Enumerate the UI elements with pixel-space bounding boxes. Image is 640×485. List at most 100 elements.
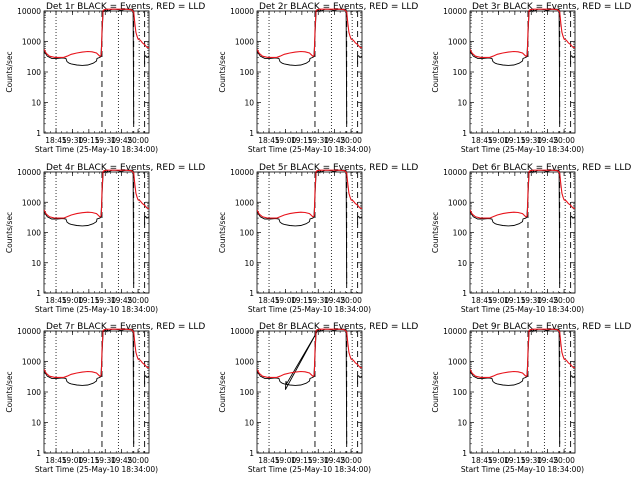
x-tick-label: 19:00 [62, 296, 84, 305]
x-tick-label: 19:30 [307, 136, 329, 145]
x-tick-label: 20:00 [127, 136, 149, 145]
x-tick-label: 19:45 [324, 296, 346, 305]
lld-line [44, 8, 149, 58]
y-tick-label: 100 [453, 229, 468, 238]
x-tick-label: 20:00 [127, 296, 149, 305]
events-tail-line [144, 375, 149, 385]
y-tick-label: 100 [453, 388, 468, 397]
x-tick-label: 19:15 [78, 136, 100, 145]
panel-title: Det 5r BLACK = Events, RED = LLD [259, 163, 418, 173]
x-tick-label: 19:30 [520, 136, 542, 145]
panel-title: Det 8r BLACK = Events, RED = LLD [259, 322, 418, 332]
x-tick-label: 19:15 [504, 136, 526, 145]
x-axis-label: Start Time (25-May-10 18:34:00) [35, 465, 158, 474]
y-tick-label: 1 [249, 449, 254, 458]
y-tick-label: 1 [462, 449, 467, 458]
events-line [470, 8, 561, 124]
panel-det-9: Det 9r BLACK = Events, RED = LLD 1 10 100 10… [431, 322, 631, 474]
panel-title: Det 9r BLACK = Events, RED = LLD [472, 322, 631, 332]
x-tick-label: 18:45 [45, 136, 67, 145]
x-tick-label: 19:00 [62, 456, 84, 465]
x-tick-label: 18:45 [471, 456, 493, 465]
y-tick-label: 10 [457, 99, 467, 108]
y-tick-label: 1000 [235, 38, 254, 47]
x-tick-label: 20:00 [553, 456, 575, 465]
y-tick-label: 10000 [17, 7, 41, 16]
x-tick-label: 19:30 [62, 136, 84, 145]
x-tick-label: 19:30 [307, 456, 329, 465]
y-tick-label: 1000 [22, 38, 41, 47]
y-axis-label: Counts/sec [431, 371, 440, 412]
lld-line [470, 169, 575, 219]
y-tick-label: 1000 [235, 358, 254, 367]
panel-det-7: Det 7r BLACK = Events, RED = LLD 1 10 100 10… [5, 322, 205, 474]
x-tick-label: 18:45 [45, 456, 67, 465]
x-tick-label: 18:45 [471, 136, 493, 145]
panel-title: Det 7r BLACK = Events, RED = LLD [46, 322, 205, 332]
x-tick-label: 19:30 [94, 136, 116, 145]
x-tick-label: 19:45 [537, 296, 559, 305]
x-axis-label: Start Time (25-May-10 18:34:00) [248, 145, 371, 154]
x-tick-label: 19:15 [78, 296, 100, 305]
x-axis-label: Start Time (25-May-10 18:34:00) [461, 305, 584, 314]
events-tail-line [570, 55, 575, 65]
events-tail-line [144, 215, 149, 225]
x-tick-label: 20:00 [340, 136, 362, 145]
y-tick-label: 1 [36, 449, 41, 458]
panel-title: Det 3r BLACK = Events, RED = LLD [472, 2, 631, 12]
y-tick-label: 100 [453, 68, 468, 77]
y-tick-label: 1000 [235, 198, 254, 207]
x-tick-label: 19:45 [324, 136, 346, 145]
y-tick-label: 10000 [443, 327, 467, 336]
x-tick-label: 19:15 [78, 456, 100, 465]
x-tick-label: 19:00 [275, 296, 297, 305]
x-tick-label: 20:00 [340, 456, 362, 465]
x-tick-label: 19:45 [111, 296, 133, 305]
panel-title: Det 2r BLACK = Events, RED = LLD [259, 2, 418, 12]
x-tick-label: 18:45 [258, 136, 280, 145]
x-tick-label: 20:00 [553, 296, 575, 305]
events-tail-line [357, 55, 362, 65]
panel-title: Det 1r BLACK = Events, RED = LLD [46, 2, 205, 12]
x-axis-label: Start Time (25-May-10 18:34:00) [461, 145, 584, 154]
events-tail-line [570, 215, 575, 225]
lld-line [470, 8, 575, 58]
x-tick-label: 19:15 [291, 296, 313, 305]
y-tick-label: 1000 [22, 198, 41, 207]
y-tick-label: 1 [36, 129, 41, 138]
y-axis-label: Counts/sec [5, 212, 14, 253]
panel-det-5: Det 5r BLACK = Events, RED = LLD 1 10 100 10… [218, 163, 418, 314]
x-tick-label: 19:30 [94, 456, 116, 465]
x-tick-label: 19:45 [111, 456, 133, 465]
y-tick-label: 10 [244, 99, 254, 108]
lld-line [470, 328, 575, 378]
y-axis-label: Counts/sec [218, 212, 227, 253]
panel-det-1: Det 1r BLACK = Events, RED = LLD 1 10 100 10… [5, 2, 205, 154]
y-tick-label: 10000 [17, 168, 41, 177]
y-tick-label: 1000 [448, 358, 467, 367]
events-tail-line [144, 55, 149, 65]
x-axis-label: Start Time (25-May-10 18:34:00) [461, 465, 584, 474]
lld-line [44, 169, 149, 219]
events-line [470, 169, 561, 284]
x-tick-label: 20:00 [127, 456, 149, 465]
y-axis-label: Counts/sec [5, 371, 14, 412]
events-line [257, 8, 348, 124]
y-axis-label: Counts/sec [431, 51, 440, 92]
y-tick-label: 1000 [448, 38, 467, 47]
lld-line [257, 8, 362, 58]
y-tick-label: 10000 [17, 327, 41, 336]
x-axis-label: Start Time (25-May-10 18:34:00) [35, 305, 158, 314]
x-tick-label: 19:00 [275, 136, 297, 145]
events-line [257, 328, 348, 444]
y-tick-label: 10 [457, 419, 467, 428]
events-line [470, 328, 561, 444]
y-tick-label: 1 [462, 129, 467, 138]
panel-title: Det 4r BLACK = Events, RED = LLD [46, 163, 205, 173]
x-tick-label: 19:15 [504, 296, 526, 305]
x-tick-label: 19:30 [307, 296, 329, 305]
lld-line [44, 328, 149, 378]
x-tick-label: 19:15 [291, 136, 313, 145]
events-line [257, 169, 348, 284]
